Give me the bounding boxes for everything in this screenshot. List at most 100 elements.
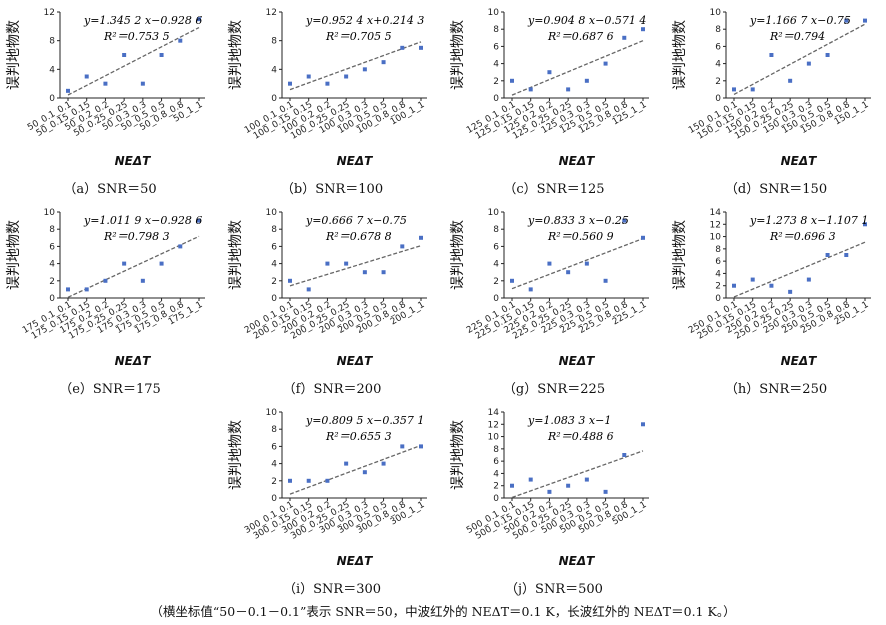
- data-point: [178, 38, 183, 43]
- data-point: [603, 489, 608, 494]
- regression-equation: y=1.011 9 x−0.928 6: [83, 214, 202, 227]
- x-axis-label: NEΔT: [337, 554, 374, 568]
- chart-panel: 0 4 8 12 50_0.1_0.1 50_0.15_0.15 50_0.2_0.2 50_…: [0, 0, 220, 198]
- y-axis-label: 误判地物数: [228, 420, 244, 490]
- chart-panel: 0 2 4 6 8 10 175_0.1_0.1 175_0.15_0.15 175_0.2_0…: [0, 200, 220, 398]
- data-point: [806, 277, 811, 282]
- data-point: [419, 235, 423, 240]
- y-tick-label: 6: [49, 242, 55, 252]
- y-tick-label: 4: [49, 260, 55, 270]
- x-axis-label: NEΔT: [559, 354, 596, 368]
- x-axis-label: NEΔT: [781, 154, 818, 168]
- y-tick-label: 0: [493, 294, 499, 304]
- r-squared: R²＝0.794: [769, 30, 825, 43]
- data-point: [306, 74, 311, 79]
- y-tick-label: 10: [266, 208, 278, 218]
- data-point: [140, 81, 145, 86]
- data-point: [584, 78, 589, 83]
- data-point: [547, 70, 552, 75]
- y-tick-label: 6: [493, 42, 499, 52]
- data-point: [362, 470, 367, 475]
- trend-line: [289, 444, 422, 495]
- data-point: [306, 287, 311, 292]
- y-tick-label: 14: [488, 408, 500, 418]
- data-point: [159, 261, 164, 266]
- r-squared: R²＝0.678 8: [325, 230, 392, 243]
- data-point: [603, 61, 608, 66]
- y-axis-label: 误判地物数: [450, 20, 466, 90]
- y-axis-label: 误判地物数: [6, 20, 22, 90]
- data-point: [788, 78, 793, 83]
- data-point: [344, 261, 349, 266]
- trend-line: [67, 235, 200, 298]
- data-point: [400, 45, 405, 50]
- data-point: [584, 261, 589, 266]
- y-tick-label: 4: [715, 269, 721, 279]
- data-point: [419, 45, 423, 50]
- y-axis-label: 误判地物数: [672, 220, 688, 290]
- regression-equation: y=0.809 5 x−0.357 1: [305, 414, 424, 427]
- y-tick-label: 12: [488, 420, 499, 430]
- data-point: [306, 478, 311, 483]
- r-squared: R²＝0.798 3: [103, 230, 170, 243]
- regression-equation: y=1.083 3 x−1: [527, 414, 611, 427]
- scatter-chart: 0246810150_0.1_0.1150_0.15_0.15150_0.2_0…: [672, 8, 871, 168]
- data-point: [825, 53, 830, 57]
- data-point: [566, 270, 571, 275]
- data-point: [750, 87, 755, 92]
- y-tick-label: 10: [488, 208, 500, 218]
- r-squared: R²＝0.560 9: [547, 230, 614, 243]
- data-point: [584, 477, 589, 482]
- data-point: [528, 87, 533, 92]
- regression-equation: y=0.904 8 x−0.571 4: [527, 14, 646, 27]
- y-tick-label: 10: [710, 233, 722, 243]
- data-point: [103, 278, 108, 283]
- y-tick-label: 0: [271, 94, 277, 104]
- data-point: [528, 287, 533, 292]
- panel-caption: （j）SNR＝500: [505, 582, 603, 597]
- x-axis-label: NEΔT: [559, 554, 596, 568]
- y-tick-label: 12: [266, 8, 277, 18]
- y-tick-label: 8: [715, 245, 721, 255]
- data-point: [103, 81, 108, 86]
- y-axis-label: 误判地物数: [228, 20, 244, 90]
- data-point: [178, 244, 183, 249]
- regression-equation: y=1.345 2 x−0.928 6: [83, 14, 202, 27]
- trend-line: [289, 41, 422, 91]
- data-point: [197, 218, 201, 223]
- trend-line: [511, 40, 644, 96]
- scatter-chart: 0246810125_0.1_0.1125_0.15_0.15125_0.2_0…: [450, 8, 649, 168]
- panel-caption: （a）SNR＝50: [63, 182, 157, 197]
- r-squared: R²＝0.488 6: [547, 430, 614, 443]
- data-point: [622, 218, 627, 223]
- y-tick-label: 6: [493, 242, 499, 252]
- r-squared: R²＝0.696 3: [769, 230, 836, 243]
- panel-caption: （h）SNR＝250: [724, 382, 828, 397]
- y-axis-label: 误判地物数: [228, 220, 244, 290]
- y-tick-label: 2: [271, 277, 277, 287]
- y-tick-label: 8: [493, 445, 499, 455]
- data-point: [325, 81, 330, 86]
- y-tick-label: 4: [271, 460, 277, 470]
- chart-panel: 0 2 4 6 8 10 150_0.1_0.1 150_0.15_0.15 150_0.2_0…: [666, 0, 886, 198]
- data-point: [863, 222, 867, 227]
- data-point: [197, 17, 201, 22]
- data-point: [844, 253, 849, 257]
- data-point: [419, 444, 423, 449]
- trend-line: [733, 241, 866, 298]
- y-tick-label: 4: [49, 65, 55, 75]
- scatter-chart: 02468101214500_0.1_0.1500_0.15_0.15500_0…: [450, 408, 649, 568]
- y-tick-label: 2: [493, 277, 499, 287]
- y-tick-label: 10: [710, 8, 722, 18]
- scatter-chart: 02468101214250_0.1_0.1250_0.15_0.15250_0…: [672, 208, 871, 368]
- y-tick-label: 0: [49, 94, 55, 104]
- y-tick-label: 2: [49, 277, 55, 287]
- panel-caption: （c）SNR＝125: [503, 182, 605, 197]
- y-axis-label: 误判地物数: [672, 20, 688, 90]
- data-point: [844, 18, 849, 23]
- scatter-chart: 0246810225_0.1_0.1225_0.15_0.15225_0.2_0…: [450, 208, 649, 368]
- data-point: [806, 61, 811, 66]
- data-point: [325, 261, 330, 266]
- y-tick-label: 0: [49, 294, 55, 304]
- chart-panel: 0 2 4 6 8 10 200_0.1_0.1 200_0.15_0.15 200_0.2_0…: [222, 200, 442, 398]
